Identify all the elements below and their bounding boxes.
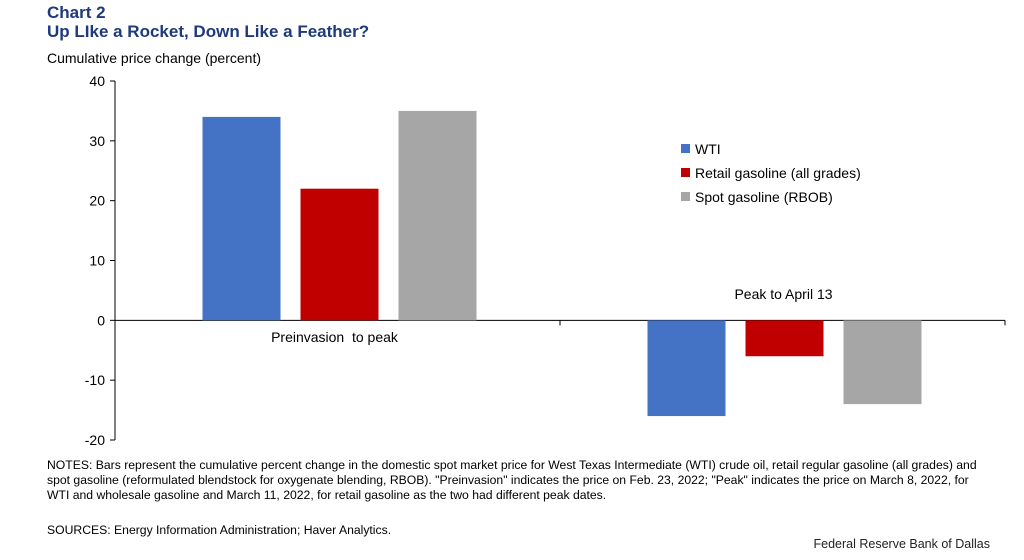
legend-label: Spot gasoline (RBOB)	[695, 189, 833, 205]
bar-wti-0	[202, 116, 281, 321]
bar-spot-0	[398, 110, 477, 321]
category-label: Peak to April 13	[734, 286, 832, 302]
category-label: Preinvasion to peak	[271, 329, 399, 345]
legend-label: Retail gasoline (all grades)	[695, 165, 861, 181]
category-labels: Preinvasion to peak Peak to April 13	[271, 286, 833, 345]
sources: SOURCES: Energy Information Administrati…	[47, 523, 392, 537]
legend-swatch	[681, 192, 690, 201]
y-tick-label: -20	[85, 432, 105, 448]
bar-retail-1	[745, 320, 824, 357]
legend-swatch	[681, 168, 690, 177]
y-tick-label: 20	[89, 193, 105, 209]
y-tick-label: 10	[89, 253, 105, 269]
notes-text: NOTES: Bars represent the cumulative per…	[47, 458, 977, 502]
bar-chart: -20 -10 0 10 20 30 40 Preinvasion to peak Peak …	[85, 73, 1006, 448]
y-tick-label: 40	[89, 73, 105, 89]
bar-spot-1	[843, 320, 922, 405]
legend-label: WTI	[695, 141, 721, 157]
bar-retail-0	[300, 188, 379, 321]
bar-wti-1	[647, 320, 726, 417]
y-tick-label: 0	[97, 312, 105, 328]
y-tick-label: 30	[89, 133, 105, 149]
y-tick-label: -10	[85, 372, 105, 388]
chart-label: Chart 2	[47, 3, 106, 22]
footer-credit: Federal Reserve Bank of Dallas	[813, 537, 990, 551]
y-axis-unit-label: Cumulative price change (percent)	[47, 50, 261, 66]
notes: NOTES: Bars represent the cumulative per…	[47, 458, 977, 503]
chart-title: Up LIke a Rocket, Down Like a Feather?	[47, 22, 370, 41]
bars-group	[202, 110, 922, 417]
legend: WTI Retail gasoline (all grades) Spot gaso…	[681, 141, 861, 205]
legend-swatch	[681, 144, 690, 153]
